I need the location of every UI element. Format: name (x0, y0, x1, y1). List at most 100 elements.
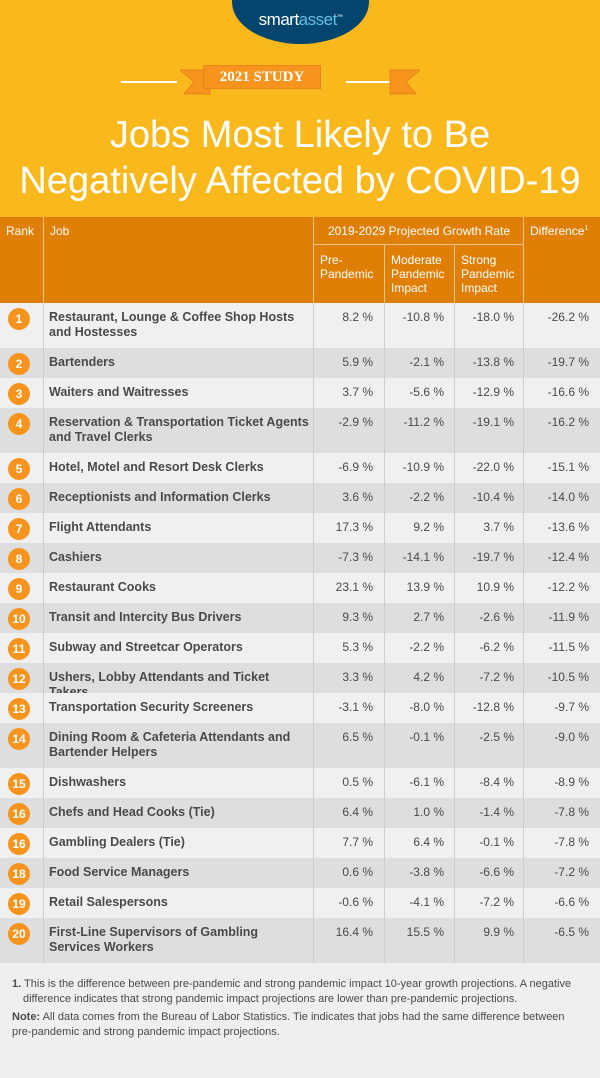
moderate-value: 13.9 % (406, 580, 444, 594)
column-divider (454, 633, 455, 663)
column-divider (523, 348, 524, 378)
diff-value: -26.2 % (547, 310, 589, 324)
column-divider (454, 603, 455, 633)
pre-value: 17.3 % (335, 520, 373, 534)
column-divider (313, 828, 314, 858)
strong-value: -6.2 % (479, 640, 514, 654)
table-row: 4 Reservation & Transportation Ticket Age… (0, 408, 600, 453)
pre-value: 8.2 % (342, 310, 373, 324)
job-name: Reservation & Transportation Ticket Agen… (49, 415, 309, 444)
diff-value: -12.4 % (547, 550, 589, 564)
column-divider (43, 858, 44, 888)
diff-value: -9.0 % (554, 730, 589, 744)
column-divider (43, 918, 44, 963)
column-divider (43, 573, 44, 603)
diff-value: -15.1 % (547, 460, 589, 474)
column-divider (313, 303, 314, 348)
column-divider (43, 543, 44, 573)
pre-value: 16.4 % (335, 925, 373, 939)
job-name: Transportation Security Screeners (49, 700, 254, 714)
strong-value: -19.7 % (472, 550, 514, 564)
column-divider (523, 723, 524, 768)
column-divider (523, 888, 524, 918)
column-divider (384, 513, 385, 543)
strong-value: 10.9 % (476, 580, 514, 594)
divider (523, 217, 524, 303)
pre-value: 6.4 % (342, 805, 373, 819)
column-divider (43, 723, 44, 768)
job-name: Food Service Managers (49, 865, 190, 879)
footer: 1. This is the difference between pre-pa… (12, 977, 582, 1040)
column-divider (384, 483, 385, 513)
job-name: Waiters and Waitresses (49, 385, 189, 399)
column-divider (384, 378, 385, 408)
title-line-2: Negatively Affected by COVID-19 (19, 160, 581, 202)
column-divider (523, 798, 524, 828)
note-text: All data comes from the Bureau of Labor … (12, 1011, 565, 1038)
col-diff-label: Difference (530, 224, 585, 238)
rank-badge: 12 (8, 668, 30, 690)
pre-value: 7.7 % (342, 835, 373, 849)
column-divider (313, 408, 314, 453)
col-job: Job (50, 224, 70, 238)
column-divider (454, 798, 455, 828)
diff-value: -13.6 % (547, 520, 589, 534)
title-line-1: Jobs Most Likely to Be (109, 114, 491, 156)
pre-value: -2.9 % (338, 415, 373, 429)
footnote: 1. This is the difference between pre-pa… (12, 977, 582, 1007)
moderate-value: -4.1 % (409, 895, 444, 909)
job-name: First-Line Supervisors of Gambling Servi… (49, 925, 259, 954)
job-name: Transit and Intercity Bus Drivers (49, 610, 242, 624)
table-row: 5 Hotel, Motel and Resort Desk Clerks -6.9… (0, 453, 600, 483)
moderate-value: 15.5 % (406, 925, 444, 939)
diff-value: -6.5 % (554, 925, 589, 939)
strong-value: -2.5 % (479, 730, 514, 744)
job-name: Dishwashers (49, 775, 127, 789)
job-name: Restaurant Cooks (49, 580, 156, 594)
strong-value: -12.8 % (472, 700, 514, 714)
table-row: 3 Waiters and Waitresses 3.7 % -5.6 % -12.9 … (0, 378, 600, 408)
moderate-value: -5.6 % (409, 385, 444, 399)
column-divider (313, 543, 314, 573)
column-divider (523, 573, 524, 603)
column-divider (384, 603, 385, 633)
column-divider (454, 663, 455, 693)
rank-badge: 13 (8, 698, 30, 720)
column-divider (523, 378, 524, 408)
diff-value: -6.6 % (554, 895, 589, 909)
diff-value: -16.2 % (547, 415, 589, 429)
moderate-value: 2.7 % (413, 610, 444, 624)
footnote-number: 1. (12, 978, 22, 990)
column-divider (454, 858, 455, 888)
column-divider (313, 858, 314, 888)
table-row: 20 First-Line Supervisors of Gambling Ser… (0, 918, 600, 963)
col-rank: Rank (6, 224, 35, 238)
column-divider (43, 408, 44, 453)
moderate-value: -2.2 % (409, 640, 444, 654)
rank-badge: 16 (8, 833, 30, 855)
column-divider (454, 693, 455, 723)
column-divider (523, 483, 524, 513)
table-row: 9 Restaurant Cooks 23.1 % 13.9 % 10.9 % -12.2… (0, 573, 600, 603)
diff-value: -12.2 % (547, 580, 589, 594)
rank-badge: 1 (8, 308, 30, 330)
column-divider (454, 408, 455, 453)
column-divider (454, 918, 455, 963)
column-divider (313, 378, 314, 408)
column-divider (523, 513, 524, 543)
job-name: Dining Room & Cafeteria Attendants and B… (49, 730, 291, 759)
strong-value: -10.4 % (472, 490, 514, 504)
diff-value: -9.7 % (554, 700, 589, 714)
pre-value: -0.6 % (338, 895, 373, 909)
column-divider (313, 603, 314, 633)
rank-badge: 20 (8, 923, 30, 945)
column-divider (523, 693, 524, 723)
table-row: 15 Dishwashers 0.5 % -6.1 % -8.4 % -8.9 % (0, 768, 600, 798)
column-divider (43, 483, 44, 513)
strong-value: -7.2 % (479, 670, 514, 684)
divider (384, 244, 385, 303)
column-divider (313, 573, 314, 603)
rank-badge: 7 (8, 518, 30, 540)
column-divider (384, 918, 385, 963)
column-divider (313, 888, 314, 918)
